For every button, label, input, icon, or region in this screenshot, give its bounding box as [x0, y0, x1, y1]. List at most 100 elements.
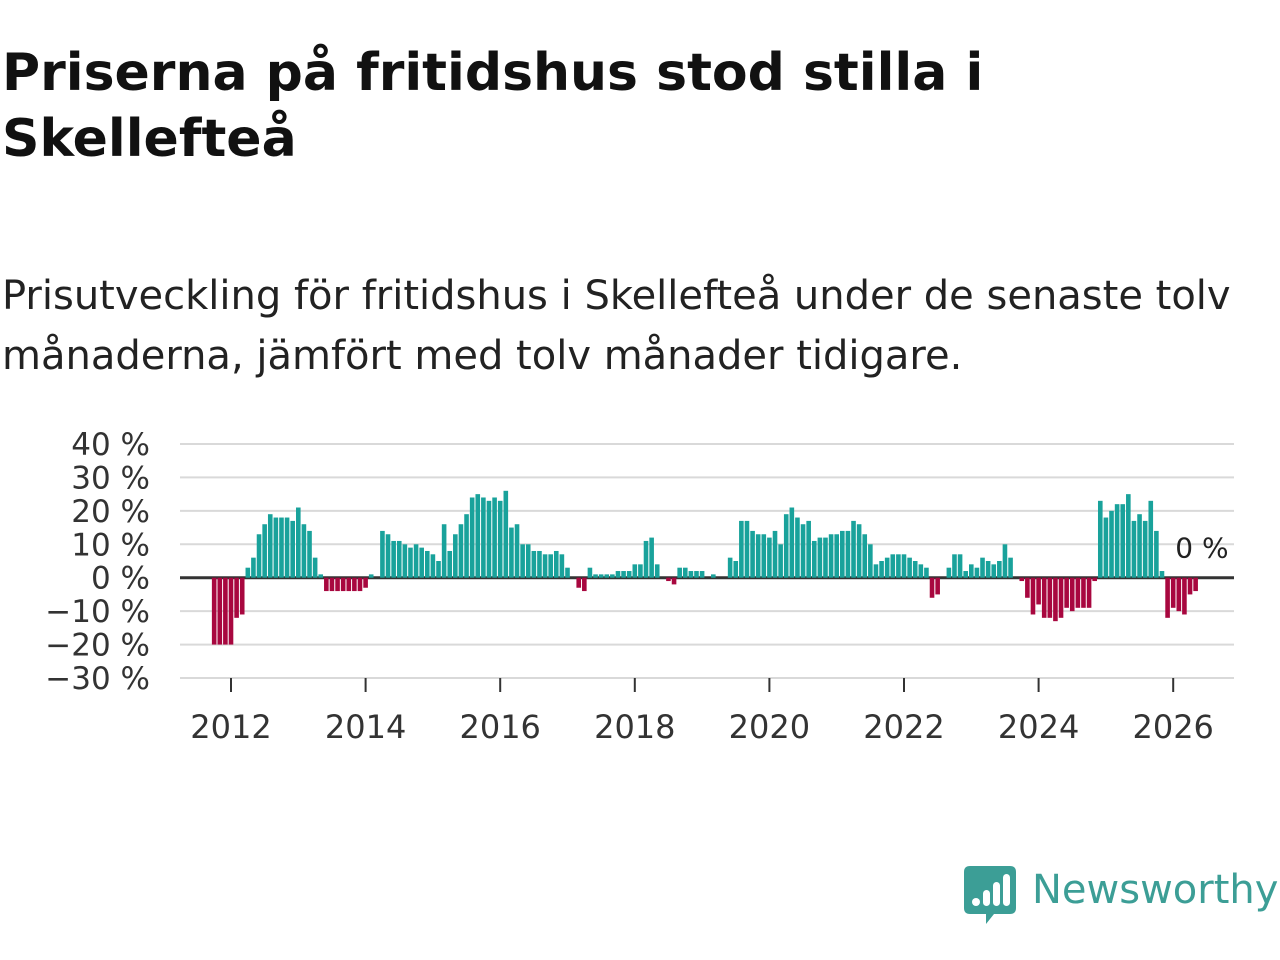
- bar: [817, 537, 823, 578]
- bar: [1069, 577, 1075, 612]
- bar: [739, 520, 744, 578]
- bar: [733, 561, 739, 578]
- bar: [901, 554, 907, 578]
- bar: [699, 571, 705, 578]
- bar: [497, 500, 503, 578]
- bar: [419, 547, 424, 578]
- bar: [1120, 504, 1126, 578]
- bar: [884, 557, 890, 578]
- bar: [890, 554, 896, 578]
- y-tick-label: −20 %: [45, 628, 150, 664]
- bar: [727, 557, 733, 578]
- bar: [1159, 571, 1165, 578]
- bar: [1154, 530, 1159, 578]
- bar: [1193, 577, 1198, 592]
- y-tick-label: −30 %: [45, 661, 150, 697]
- bar: [223, 577, 228, 645]
- bar: [402, 544, 408, 578]
- bar: [677, 567, 682, 578]
- bar: [1148, 500, 1154, 578]
- bar: [845, 530, 851, 578]
- x-tick-label: 2024: [998, 708, 1079, 746]
- bar: [262, 524, 267, 578]
- bar: [912, 561, 918, 578]
- bar: [1126, 494, 1131, 578]
- x-tick-label: 2026: [1132, 708, 1213, 746]
- bar: [279, 517, 284, 578]
- bar: [851, 520, 856, 578]
- bar: [587, 567, 593, 578]
- bar: [896, 554, 901, 578]
- bar: [626, 571, 632, 578]
- bar: [744, 520, 750, 578]
- bar: [525, 544, 531, 578]
- bar: [363, 577, 368, 588]
- bar: [800, 524, 806, 578]
- bar: [918, 564, 924, 578]
- bar: [408, 547, 413, 578]
- chart-subtitle: Prisutveckling för fritidshus i Skelleft…: [2, 273, 1231, 379]
- bar: [694, 571, 699, 578]
- bar: [301, 524, 307, 578]
- bar: [969, 564, 974, 578]
- bar: [778, 544, 783, 578]
- bar: [957, 554, 963, 578]
- bar: [828, 534, 834, 578]
- bar: [643, 540, 649, 578]
- bar: [453, 534, 458, 578]
- bar: [980, 557, 985, 578]
- x-tick-label: 2020: [729, 708, 810, 746]
- bar: [1137, 514, 1142, 578]
- bar: [615, 571, 621, 578]
- x-tick-label: 2018: [594, 708, 675, 746]
- bar: [582, 577, 587, 592]
- bar: [469, 497, 475, 578]
- bar: [610, 574, 615, 578]
- chart-title: Priserna på fritidshus stod stilla i Ske…: [2, 43, 984, 169]
- bar: [598, 574, 604, 578]
- bar: [688, 571, 694, 578]
- bar: [879, 561, 884, 578]
- bar: [682, 567, 688, 578]
- bar: [868, 544, 873, 578]
- bar: [638, 564, 643, 578]
- bar: [789, 507, 795, 578]
- bar: [1047, 577, 1053, 618]
- bar: [654, 564, 660, 578]
- bar: [531, 550, 537, 578]
- bar: [542, 554, 548, 578]
- bar: [1064, 577, 1069, 608]
- bar: [335, 577, 340, 592]
- bar: [593, 574, 598, 578]
- bar: [1097, 500, 1103, 578]
- bar: [1103, 517, 1109, 578]
- bar: [1092, 577, 1097, 582]
- newsworthy-logo-icon: [964, 866, 1016, 924]
- bar: [1053, 577, 1058, 622]
- bar: [1165, 577, 1170, 618]
- bar: [873, 564, 879, 578]
- bar: [1170, 577, 1176, 608]
- bar: [256, 534, 262, 578]
- bar: [1114, 504, 1120, 578]
- bar: [368, 574, 374, 578]
- bar: [391, 540, 396, 578]
- bar: [464, 514, 469, 578]
- bar: [346, 577, 352, 592]
- bar: [503, 490, 509, 578]
- bar: [1058, 577, 1064, 618]
- bar: [357, 577, 363, 592]
- bar: [520, 544, 525, 578]
- bar: [952, 554, 957, 578]
- bar: [396, 540, 402, 578]
- bar: [711, 574, 716, 578]
- y-tick-label: 20 %: [71, 494, 150, 530]
- bar: [997, 561, 1002, 578]
- newsworthy-logo: Newsworthy: [964, 864, 1278, 928]
- bar: [413, 544, 419, 578]
- gridlines: [180, 443, 1234, 679]
- bar: [1176, 577, 1182, 612]
- bar: [924, 567, 929, 578]
- x-axis: 2012 2014 2016 2018 2020 2022 2024 2026: [190, 678, 1214, 746]
- bar: [935, 577, 940, 595]
